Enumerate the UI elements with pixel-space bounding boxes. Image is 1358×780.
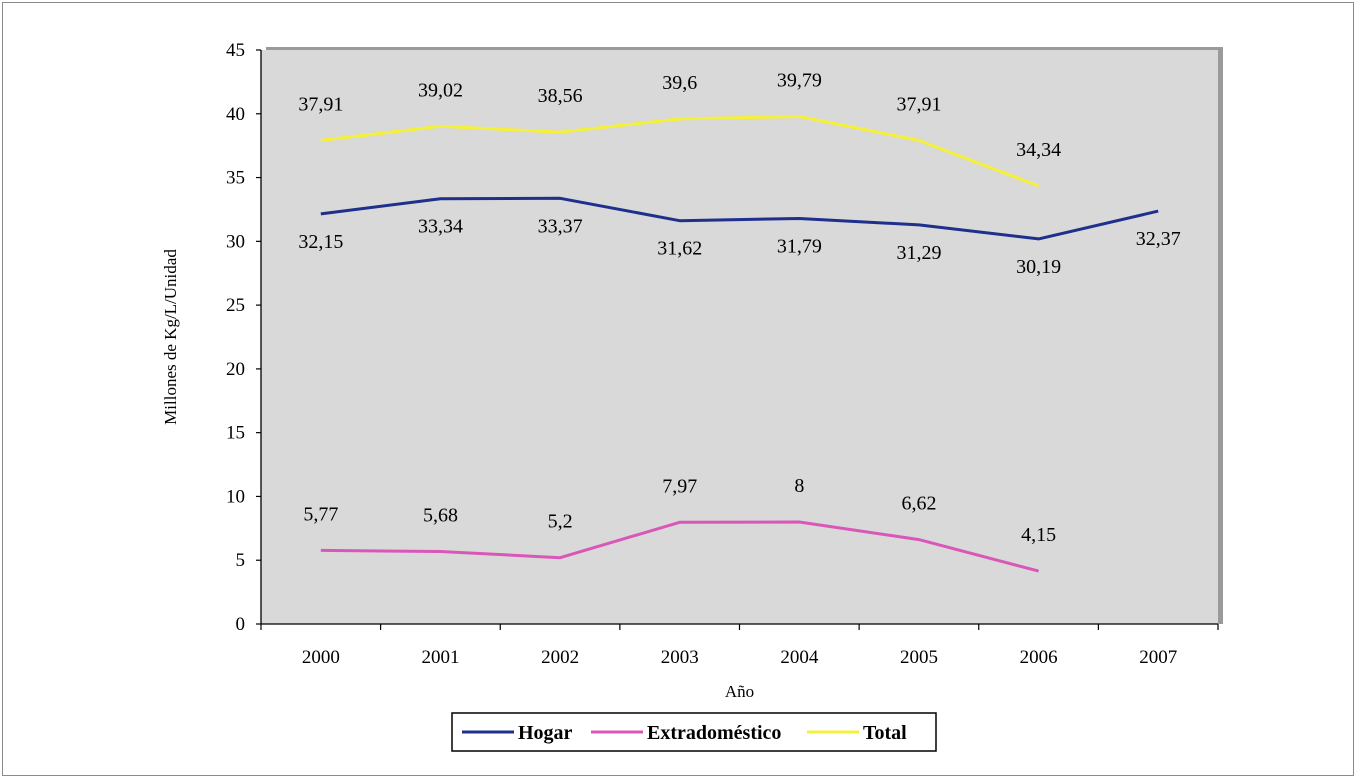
legend-label-total: Total <box>863 722 907 744</box>
data-label: 4,15 <box>1021 524 1056 546</box>
x-tick-label: 2003 <box>661 647 699 668</box>
y-tick-label: 45 <box>226 40 245 61</box>
y-tick-label: 10 <box>226 486 245 507</box>
x-tick-label: 2007 <box>1139 647 1177 668</box>
data-label: 37,91 <box>298 93 343 115</box>
y-tick-label: 35 <box>226 168 245 189</box>
data-label: 32,15 <box>298 231 343 253</box>
data-label: 37,91 <box>896 93 941 115</box>
data-label: 5,2 <box>548 511 573 533</box>
data-label: 38,56 <box>538 85 583 107</box>
data-label: 31,62 <box>657 238 702 260</box>
y-tick-label: 20 <box>226 359 245 380</box>
data-label: 33,37 <box>538 215 583 237</box>
series-line-extradoméstico <box>320 520 1039 573</box>
y-tick-label: 25 <box>226 295 245 316</box>
x-tick-label: 2000 <box>302 647 340 668</box>
series-layer <box>320 115 1159 573</box>
x-tick-label: 2004 <box>780 647 819 668</box>
data-label: 34,34 <box>1016 139 1061 161</box>
data-label: 39,6 <box>662 72 697 94</box>
y-tick-label: 40 <box>226 104 245 125</box>
legend: Hogar Extradoméstico Total <box>451 712 937 752</box>
data-label: 8 <box>794 475 804 497</box>
data-label: 31,29 <box>896 242 941 264</box>
series-line-hogar <box>320 196 1159 241</box>
axes: 0 5 10 15 20 25 30 35 40 45 2000 2001 2002 2003 2004 20… <box>226 40 1219 668</box>
data-label: 30,19 <box>1016 256 1061 278</box>
data-label: 32,37 <box>1136 228 1181 250</box>
data-label: 39,02 <box>418 79 463 101</box>
y-tick-label: 0 <box>236 614 246 635</box>
plot-area <box>261 50 1218 624</box>
x-tick-label: 2001 <box>421 647 459 668</box>
data-label: 33,34 <box>418 216 463 238</box>
data-label: 5,77 <box>303 503 338 525</box>
x-tick-label: 2002 <box>541 647 579 668</box>
data-labels: 32,15 33,34 33,37 31,62 31,79 31,29 30,19 32,37… <box>298 69 1180 546</box>
x-tick-label: 2006 <box>1020 647 1058 668</box>
data-label: 31,79 <box>777 236 822 258</box>
data-label: 5,68 <box>423 505 458 527</box>
y-tick-label: 30 <box>226 231 245 252</box>
data-label: 7,97 <box>662 475 697 497</box>
legend-label-extradoméstico: Extradoméstico <box>647 722 781 744</box>
legend-label-hogar: Hogar <box>518 722 573 744</box>
data-label: 39,79 <box>777 69 822 91</box>
y-tick-label: 5 <box>236 550 246 571</box>
x-axis-title: Año <box>725 682 754 701</box>
y-tick-label: 15 <box>226 423 245 444</box>
data-label: 6,62 <box>901 493 936 515</box>
series-line-total <box>320 115 1040 188</box>
y-axis-title: Millones de Kg/L/Unidad <box>161 249 180 425</box>
x-tick-label: 2005 <box>900 647 938 668</box>
